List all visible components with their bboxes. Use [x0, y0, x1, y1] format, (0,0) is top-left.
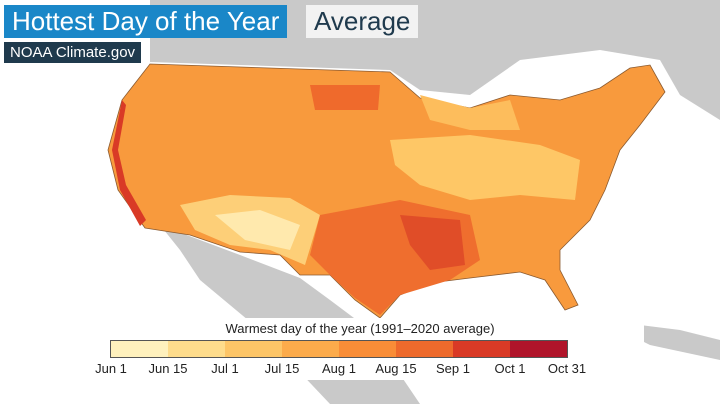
region-southwest-pale [215, 210, 300, 250]
us [107, 63, 666, 319]
color-bar [110, 340, 568, 358]
color-swatch [510, 341, 567, 357]
legend-title: Warmest day of the year (1991–2020 avera… [225, 321, 495, 336]
color-swatch [111, 341, 168, 357]
legend-label: Jun 1 [95, 361, 127, 376]
region-midwest [390, 135, 580, 200]
legend-label: Jun 15 [148, 361, 188, 376]
color-swatch [225, 341, 282, 357]
tag: Average [306, 5, 419, 38]
title: Hottest Day of the Year [4, 5, 288, 38]
source: NOAA Climate.gov [4, 42, 142, 63]
legend-label: Aug 1 [322, 361, 356, 376]
legend-label: Jul 1 [211, 361, 239, 376]
region-lakes [420, 95, 520, 130]
color-swatch [453, 341, 510, 357]
color-swatch [168, 341, 225, 357]
color-swatch [339, 341, 396, 357]
region-dakota [310, 85, 380, 110]
legend-label: Oct 31 [547, 361, 587, 376]
legend-label: Sep 1 [436, 361, 470, 376]
canada [150, 0, 720, 120]
region-delta [400, 215, 465, 270]
color-swatch [396, 341, 453, 357]
region-coast [112, 100, 146, 226]
legend-label: Aug 15 [375, 361, 417, 376]
color-swatch [282, 341, 339, 357]
legend: Warmest day of the year (1991–2020 avera… [76, 318, 644, 380]
legend-label: Jul 15 [264, 361, 300, 376]
legend-label: Oct 1 [494, 361, 526, 376]
